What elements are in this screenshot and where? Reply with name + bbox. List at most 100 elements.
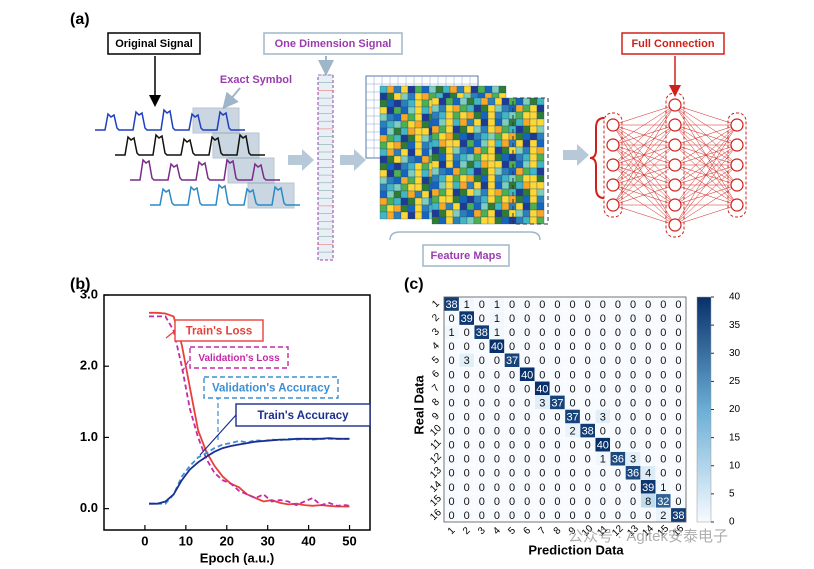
- map-cell: [445, 160, 454, 169]
- map-cell: [379, 183, 388, 192]
- map-cell: [400, 183, 409, 192]
- map-cell: [431, 160, 440, 169]
- symbol-highlight: [247, 182, 295, 209]
- cell-label: 0: [554, 327, 560, 339]
- map-cell: [480, 153, 489, 162]
- map-cell: [407, 176, 416, 185]
- neuron: [730, 158, 744, 172]
- map-cell: [379, 141, 388, 150]
- colorbar-tick-label: 10: [729, 460, 741, 471]
- map-cell: [529, 146, 538, 155]
- map-cell: [400, 155, 409, 164]
- cell-label: 0: [675, 313, 681, 325]
- row-label: 1: [430, 298, 442, 310]
- cell-label: 0: [660, 397, 666, 409]
- cell-label: 0: [585, 299, 591, 311]
- cell-label: 0: [630, 397, 636, 409]
- cell-label: 0: [675, 383, 681, 395]
- cell-label: 0: [570, 397, 576, 409]
- signal-trace: [115, 133, 265, 156]
- cell-label: 0: [539, 482, 545, 494]
- feature-maps-label: Feature Maps: [431, 250, 502, 262]
- colorbar: [696, 296, 712, 523]
- map-cell: [494, 174, 503, 183]
- map-cell: [438, 216, 447, 225]
- neuron: [730, 178, 744, 192]
- cell-label: 0: [645, 426, 651, 438]
- series-line: [149, 437, 350, 505]
- map-cell: [515, 160, 524, 169]
- map-cell: [400, 211, 409, 220]
- cell-label: 0: [554, 341, 560, 353]
- row-label: 15: [428, 493, 444, 509]
- map-cell: [536, 195, 545, 204]
- connection: [612, 104, 676, 146]
- map-cell: [393, 120, 402, 129]
- map-cell: [473, 209, 482, 218]
- map-cell: [487, 111, 496, 120]
- map-cell: [414, 134, 423, 143]
- legend-box: [189, 346, 289, 369]
- map-cell: [421, 204, 430, 213]
- map-cell: [487, 181, 496, 190]
- map-cell: [445, 209, 454, 218]
- map-cell: [431, 153, 440, 162]
- label-box: [621, 32, 725, 55]
- cell-label: 0: [524, 355, 530, 367]
- map-cell: [480, 104, 489, 113]
- label-box: [422, 244, 510, 267]
- cell-label: 0: [630, 426, 636, 438]
- map-cell: [421, 211, 430, 220]
- map-cell: [386, 155, 395, 164]
- map-cell: [431, 132, 440, 141]
- map-cell: [473, 139, 482, 148]
- cell-label: 0: [660, 454, 666, 466]
- map-cell: [414, 127, 423, 136]
- map-cell: [393, 183, 402, 192]
- map-cell: [473, 167, 482, 176]
- cell-label: 0: [464, 369, 470, 381]
- map-cell: [414, 92, 423, 101]
- cell-label: 0: [464, 327, 470, 339]
- cell-label: 39: [642, 482, 654, 494]
- neuron: [668, 178, 682, 192]
- y-tick-label: 0.0: [80, 500, 98, 515]
- connection: [612, 124, 676, 206]
- map-cell: [515, 174, 524, 183]
- col-label: 7: [537, 525, 549, 537]
- cell-label: 0: [509, 482, 515, 494]
- cell-label: 0: [645, 411, 651, 423]
- watermark: 公众号 · Agitek安泰电子: [568, 528, 728, 545]
- map-cell: [386, 197, 395, 206]
- map-cell: [379, 190, 388, 199]
- map-cell: [466, 132, 475, 141]
- cell-label: 0: [585, 383, 591, 395]
- map-cell: [466, 139, 475, 148]
- map-cell: [445, 167, 454, 176]
- cell-label: 0: [494, 454, 500, 466]
- cell-label: 0: [615, 383, 621, 395]
- signal-trace: [95, 108, 245, 131]
- map-cell: [386, 92, 395, 101]
- map-cell: [407, 92, 416, 101]
- cell-label: 0: [630, 383, 636, 395]
- map-cell: [393, 211, 402, 220]
- cell-label: 0: [539, 299, 545, 311]
- map-cell: [473, 160, 482, 169]
- cell-label: 0: [464, 426, 470, 438]
- map-cell: [494, 97, 503, 106]
- cell-label: 0: [554, 468, 560, 480]
- map-cell: [414, 113, 423, 122]
- cell-label: 0: [615, 496, 621, 508]
- map-cell: [480, 195, 489, 204]
- cell-label: 3: [464, 355, 470, 367]
- cell-label: 0: [494, 440, 500, 452]
- map-cell: [421, 183, 430, 192]
- connection: [674, 124, 738, 206]
- map-cell: [407, 155, 416, 164]
- map-cell: [501, 97, 510, 106]
- map-cell: [466, 202, 475, 211]
- map-cell: [484, 85, 493, 94]
- legend-box: [203, 376, 339, 399]
- cell-label: 0: [675, 397, 681, 409]
